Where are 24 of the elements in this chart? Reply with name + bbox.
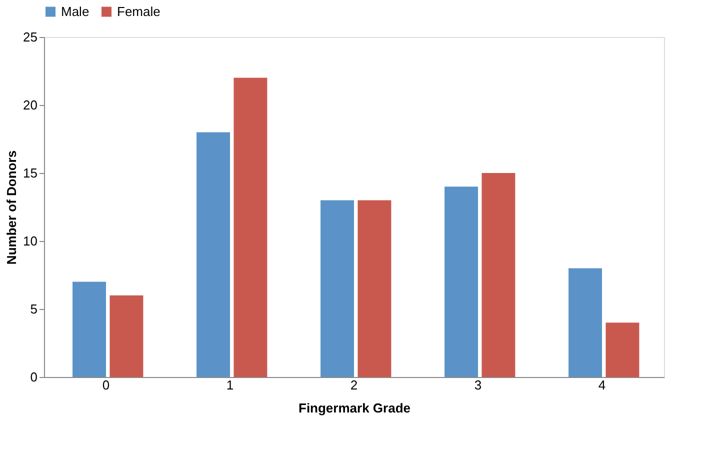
bar <box>482 173 516 377</box>
y-tick-label: 25 <box>23 30 38 44</box>
bar <box>196 132 230 377</box>
bar <box>444 186 478 377</box>
legend-label: Female <box>117 4 160 19</box>
y-tick-label: 5 <box>30 302 38 316</box>
y-tick-label: 15 <box>23 166 38 180</box>
y-tick-label: 10 <box>23 234 38 248</box>
x-tick-label: 0 <box>102 378 110 392</box>
x-tick-label: 1 <box>226 378 234 392</box>
x-tick-label: 4 <box>598 378 606 392</box>
bar <box>358 200 392 377</box>
y-axis-title: Number of Donors <box>4 150 20 265</box>
bar <box>72 282 106 377</box>
x-tick-label: 3 <box>474 378 482 392</box>
x-axis-title: Fingermark Grade <box>298 400 410 416</box>
y-tick-label: 20 <box>23 98 38 112</box>
x-tick-label: 2 <box>350 378 358 392</box>
bar <box>606 322 640 377</box>
legend-label: Male <box>61 4 90 19</box>
bar <box>234 78 268 377</box>
bar <box>568 268 602 377</box>
bar <box>320 200 354 377</box>
bar <box>110 295 144 377</box>
